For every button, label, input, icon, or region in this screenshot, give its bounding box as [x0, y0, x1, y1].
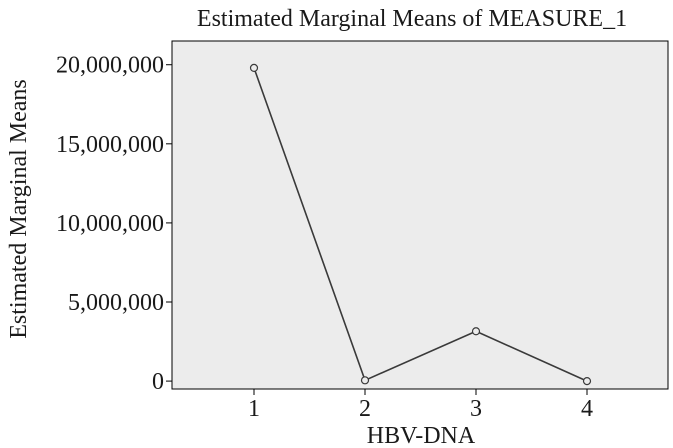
y-tick-label: 10,000,000 — [56, 211, 164, 237]
y-tick-label: 20,000,000 — [56, 53, 164, 79]
y-tick-label: 15,000,000 — [56, 132, 164, 158]
data-point-marker — [582, 376, 592, 386]
x-tick-label: 2 — [359, 396, 371, 422]
plot-area — [171, 40, 669, 390]
x-axis-label: HBV-DNA — [367, 423, 476, 448]
x-tick-label: 1 — [248, 396, 260, 422]
y-axis-ticks: 0 5,000,000 10,000,000 15,000,000 20,000,000 — [56, 53, 172, 395]
y-tick-label: 0 — [152, 369, 164, 395]
x-tick-label: 4 — [581, 396, 593, 422]
x-axis-ticks: 1 2 3 4 — [248, 389, 593, 422]
data-point-marker — [249, 63, 259, 72]
series-line — [253, 67, 588, 382]
y-axis-label: Estimated Marginal Means — [6, 79, 32, 339]
x-tick-label: 3 — [470, 396, 482, 422]
y-tick-label: 5,000,000 — [68, 290, 164, 316]
data-point-marker — [360, 376, 370, 385]
series-layer — [249, 63, 592, 386]
chart-title: Estimated Marginal Means of MEASURE_1 — [197, 6, 627, 32]
data-point-marker — [471, 327, 481, 336]
